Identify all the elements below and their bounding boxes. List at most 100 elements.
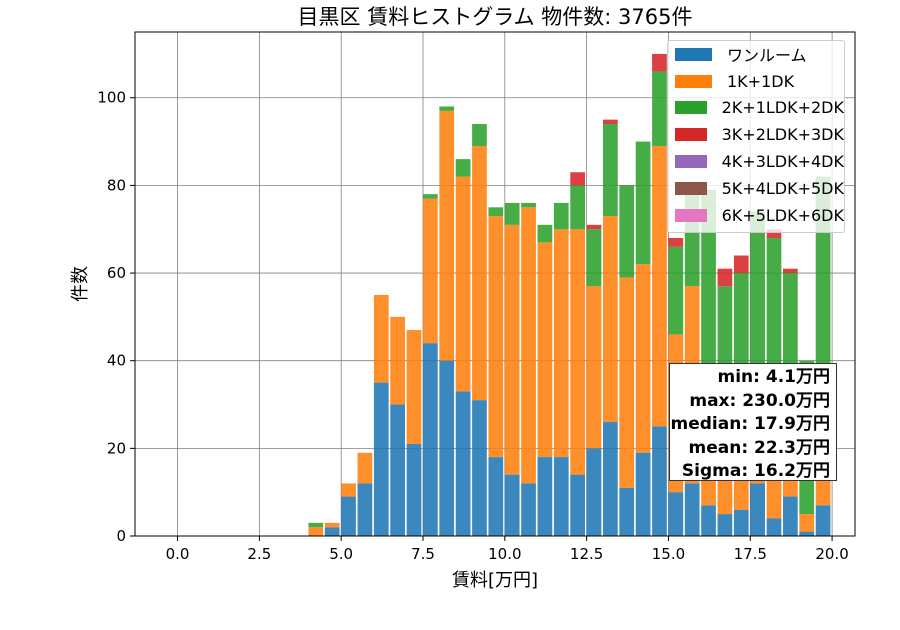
bar-ワンルーム xyxy=(341,496,356,536)
bar-1K+1DK xyxy=(635,264,651,453)
legend: ワンルーム 1K+1DK 2K+1LDK+2DK 3K+2LDK+3DK 4K+3LDK… xyxy=(667,40,845,233)
bar-1K+1DK xyxy=(603,216,618,423)
bar-3K+2LDK+3DK xyxy=(668,237,684,247)
bar-ワンルーム xyxy=(668,492,684,536)
bar-ワンルーム xyxy=(733,509,749,536)
bar-3K+2LDK+3DK xyxy=(783,268,798,274)
x-tick-label: 5.0 xyxy=(329,545,353,563)
bar-ワンルーム xyxy=(537,457,553,536)
bar-1K+1DK xyxy=(488,216,504,458)
legend-swatch xyxy=(675,47,712,61)
y-tick-label: 80 xyxy=(107,176,126,194)
legend-item: 6K+5LDK+6DK xyxy=(675,202,844,229)
legend-label: 2K+1LDK+2DK xyxy=(721,98,844,118)
legend-item: ワンルーム xyxy=(675,41,844,68)
bar-1K+1DK xyxy=(406,330,422,444)
bar-1K+1DK xyxy=(373,294,389,383)
legend-swatch xyxy=(675,101,707,115)
bar-ワンルーム xyxy=(701,505,716,536)
bar-ワンルーム xyxy=(766,518,782,536)
bar-ワンルーム xyxy=(783,496,798,536)
bar-ワンルーム xyxy=(488,457,504,536)
bar-1K+1DK xyxy=(521,207,536,484)
bar-1K+1DK xyxy=(423,198,438,344)
bar-3K+2LDK+3DK xyxy=(586,224,602,230)
bar-2K+1LDK+2DK xyxy=(308,522,324,528)
bar-ワンルーム xyxy=(324,527,340,536)
bar-ワンルーム xyxy=(390,404,405,536)
bar-ワンルーム xyxy=(406,443,422,536)
bar-ワンルーム xyxy=(357,483,373,536)
bar-ワンルーム xyxy=(750,483,765,536)
x-tick-label: 12.5 xyxy=(570,545,603,563)
y-tick-label: 60 xyxy=(107,264,126,282)
bar-2K+1LDK+2DK xyxy=(423,194,438,199)
legend-swatch xyxy=(675,208,707,222)
bar-ワンルーム xyxy=(717,514,733,536)
y-tick-label: 100 xyxy=(97,89,126,107)
stats-box: min: 4.1万円 max: 230.0万円 median: 17.9万円 m… xyxy=(669,363,837,481)
bar-2K+1LDK+2DK xyxy=(750,211,765,396)
bar-1K+1DK xyxy=(439,110,455,361)
bar-ワンルーム xyxy=(603,422,618,536)
bar-ワンルーム xyxy=(521,483,536,536)
bar-3K+2LDK+3DK xyxy=(603,119,618,125)
bar-1K+1DK xyxy=(799,514,815,532)
bar-2K+1LDK+2DK xyxy=(504,202,520,225)
y-tick-label: 0 xyxy=(116,527,126,545)
legend-swatch xyxy=(675,155,707,169)
legend-swatch xyxy=(675,128,707,142)
chart-title: 目黒区 賃料ヒストグラム 物件数: 3765件 xyxy=(298,5,693,29)
x-tick-label: 15.0 xyxy=(652,545,685,563)
bar-1K+1DK xyxy=(472,145,487,401)
x-axis-label: 賃料[万円] xyxy=(452,570,538,591)
bar-2K+1LDK+2DK xyxy=(553,202,569,230)
legend-swatch xyxy=(675,74,712,88)
legend-label: 1K+1DK xyxy=(727,71,795,91)
bar-ワンルーム xyxy=(423,343,438,536)
stat-median: median: 17.9万円 xyxy=(670,414,830,434)
bar-1K+1DK xyxy=(308,527,324,536)
legend-label: ワンルーム xyxy=(727,46,807,66)
bar-2K+1LDK+2DK xyxy=(488,207,504,217)
legend-label: 3K+2LDK+3DK xyxy=(721,125,844,145)
bar-2K+1LDK+2DK xyxy=(570,185,585,230)
bar-ワンルーム xyxy=(619,487,635,536)
bar-ワンルーム xyxy=(684,483,700,536)
x-tick-label: 20.0 xyxy=(815,545,848,563)
bar-3K+2LDK+3DK xyxy=(652,53,667,72)
bar-1K+1DK xyxy=(619,277,635,488)
bar-1K+1DK xyxy=(537,242,553,458)
x-tick-label: 0.0 xyxy=(166,545,190,563)
bar-3K+2LDK+3DK xyxy=(717,268,733,287)
legend-label: 4K+3LDK+4DK xyxy=(721,152,844,172)
x-tick-label: 7.5 xyxy=(411,545,435,563)
x-tick-label: 2.5 xyxy=(247,545,271,563)
legend-item: 2K+1LDK+2DK xyxy=(675,95,844,122)
bar-1K+1DK xyxy=(357,452,373,484)
bar-ワンルーム xyxy=(504,474,520,536)
bar-2K+1LDK+2DK xyxy=(439,106,455,111)
legend-label: 5K+4LDK+5DK xyxy=(721,178,844,198)
bar-2K+1LDK+2DK xyxy=(603,124,618,217)
plot-frame xyxy=(134,31,856,537)
stat-mean: mean: 22.3万円 xyxy=(688,437,830,458)
bar-2K+1LDK+2DK xyxy=(537,224,553,243)
stat-min: min: 4.1万円 xyxy=(717,367,830,387)
legend-item: 1K+1DK xyxy=(675,68,844,95)
bar-ワンルーム xyxy=(570,474,585,536)
bar-ワンルーム xyxy=(472,400,487,536)
y-tick-label: 40 xyxy=(107,352,126,370)
legend-swatch xyxy=(675,181,707,195)
bar-1K+1DK xyxy=(504,224,520,475)
y-tick-label: 20 xyxy=(107,439,126,457)
bar-ワンルーム xyxy=(652,426,667,536)
bar-1K+1DK xyxy=(586,286,602,449)
bar-1K+1DK xyxy=(324,522,340,528)
bar-2K+1LDK+2DK xyxy=(472,124,487,146)
bar-2K+1LDK+2DK xyxy=(455,159,471,177)
bar-2K+1LDK+2DK xyxy=(652,71,667,146)
stat-sigma: Sigma: 16.2万円 xyxy=(681,461,830,481)
x-tick-label: 10.0 xyxy=(488,545,521,563)
bar-2K+1LDK+2DK xyxy=(586,229,602,287)
